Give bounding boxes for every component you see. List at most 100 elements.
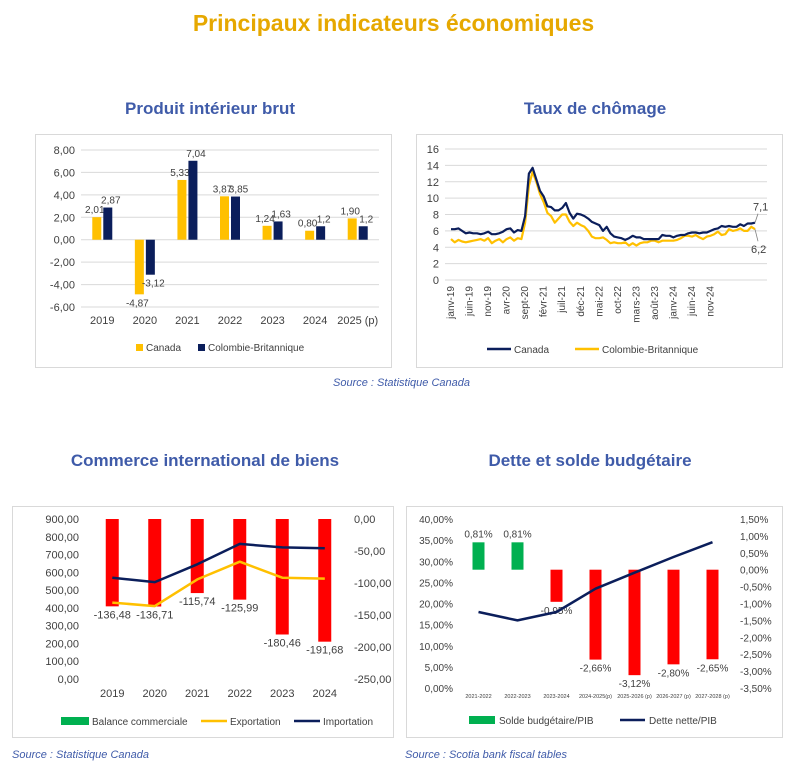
x-tick-label: août-23	[650, 286, 661, 320]
y-left-tick-label: 100,00	[45, 656, 79, 668]
series-line	[478, 541, 713, 622]
y-right-tick-label: 0,00	[354, 514, 375, 526]
y-right-tick-label: -0,50%	[740, 583, 772, 594]
x-tick-label: oct-22	[613, 286, 624, 314]
y-tick-label: 4	[433, 242, 439, 254]
chart-svg: -6,00 -4,00 -2,00 0,00 2,00 4,00 6,00 8,00 2019 2…	[50, 145, 379, 354]
data-label: 1,90	[340, 206, 360, 217]
legend-label: Colombie-Britannique	[602, 345, 699, 356]
data-label: 3,85	[229, 185, 249, 196]
y-tick-label: 4,00	[54, 190, 75, 202]
y-tick-label: 0,00	[54, 235, 75, 247]
bar	[262, 225, 272, 240]
y-right-tick-label: 0,00%	[740, 566, 768, 577]
x-tick-label: 2024	[303, 315, 327, 327]
y-right-tick-label: -3,00%	[740, 667, 772, 678]
x-tick-label: sept-20	[520, 286, 531, 320]
x-tick-label: mai-22	[594, 286, 605, 317]
x-tick-label: 2023-2024	[543, 694, 569, 700]
bar	[92, 217, 102, 240]
y-right-tick-label: -200,00	[354, 642, 391, 654]
data-label: -191,68	[306, 645, 343, 657]
source-note-top: Source : Statistique Canada	[333, 377, 470, 389]
y-left-tick-label: 30,00%	[419, 557, 453, 568]
source-note-bottom-right: Source : Scotia bank fiscal tables	[405, 749, 568, 761]
bar	[145, 239, 155, 275]
y-left-tick-label: 5,00%	[425, 663, 453, 674]
data-label: -2,80%	[658, 668, 690, 679]
bar	[105, 519, 119, 607]
x-tick-label: févr-21	[539, 286, 550, 318]
bar	[667, 569, 680, 665]
debt-chart-title: Dette et solde budgétaire	[488, 451, 692, 470]
bar	[188, 160, 198, 240]
legend-swatch	[469, 716, 495, 724]
y-tick-label: 10	[427, 193, 439, 205]
x-tick-label: juin-24	[687, 286, 698, 317]
legend-swatch	[136, 344, 143, 351]
data-label: -125,99	[221, 603, 258, 615]
unemployment-chart-title: Taux de chômage	[523, 99, 667, 118]
y-left-tick-label: 0,00	[58, 674, 79, 686]
y-tick-label: 8	[433, 210, 439, 222]
y-left-tick-label: 900,00	[45, 514, 79, 526]
data-label: -115,74	[179, 596, 216, 608]
x-tick-label: 2022	[218, 315, 242, 327]
legend-label: Solde budgétaire/PIB	[499, 716, 594, 727]
y-right-tick-label: -1,50%	[740, 616, 772, 627]
legend-label: Canada	[146, 343, 181, 354]
y-left-tick-label: 400,00	[45, 603, 79, 615]
data-label: -2,65%	[697, 663, 729, 674]
y-left-tick-label: 40,00%	[419, 515, 453, 526]
debt-chart-panel: 0,00% 5,00% 10,00% 15,00% 20,00% 25,00% 30,00%…	[406, 506, 783, 738]
data-label: -136,71	[136, 609, 173, 621]
trade-chart-title: Commerce international de biens	[70, 451, 340, 470]
y-right-tick-label: -250,00	[354, 674, 391, 686]
y-left-tick-label: 800,00	[45, 532, 79, 544]
end-label: 7,1	[753, 202, 768, 214]
y-left-tick-label: 300,00	[45, 621, 79, 633]
y-left-tick-label: 200,00	[45, 638, 79, 650]
y-left-tick-label: 600,00	[45, 567, 79, 579]
x-tick-label: 2021	[185, 688, 209, 700]
y-tick-label: 6,00	[54, 167, 75, 179]
data-label: 2,01	[85, 205, 105, 216]
series-line	[112, 542, 325, 584]
x-tick-label: 2019	[90, 315, 114, 327]
data-label: -180,46	[264, 637, 301, 649]
legend-swatch	[61, 717, 89, 725]
y-right-tick-label: -150,00	[354, 610, 391, 622]
x-tick-label: 2024-2025(p)	[579, 694, 612, 700]
x-tick-label: 2024	[313, 688, 337, 700]
data-label: 1,24	[255, 214, 275, 225]
y-left-tick-label: 20,00%	[419, 600, 453, 611]
y-left-tick-label: 15,00%	[419, 621, 453, 632]
y-left-tick-label: 0,00%	[425, 684, 453, 695]
leader-line	[754, 213, 759, 223]
y-tick-label: -6,00	[50, 302, 75, 314]
gdp-chart-panel: -6,00 -4,00 -2,00 0,00 2,00 4,00 6,00 8,00 2019 2…	[35, 134, 392, 368]
y-tick-label: -2,00	[50, 257, 75, 269]
x-tick-label: 2021	[175, 315, 199, 327]
data-label: -2,66%	[580, 664, 612, 675]
source-note-bottom-left: Source : Statistique Canada	[12, 749, 149, 761]
x-tick-label: mars-23	[631, 286, 642, 323]
x-tick-label: 2027-2028 (p)	[695, 694, 730, 700]
x-tick-label: juin-19	[465, 286, 476, 317]
data-label: 1,63	[271, 209, 291, 220]
bar	[305, 230, 315, 240]
x-tick-label: 2023	[260, 315, 284, 327]
y-tick-label: 0	[433, 275, 439, 287]
series-line	[451, 166, 756, 241]
x-tick-label: 2023	[270, 688, 294, 700]
x-tick-label: 2025 (p)	[337, 315, 378, 327]
data-label: 0,81%	[464, 529, 492, 540]
leader-line	[754, 229, 759, 242]
bar	[148, 519, 162, 607]
bar	[472, 542, 485, 570]
data-label: -136,48	[94, 609, 131, 621]
y-right-tick-label: -3,50%	[740, 684, 772, 695]
series-line	[112, 560, 325, 608]
bar	[628, 569, 641, 676]
end-label: 6,2	[751, 244, 766, 256]
